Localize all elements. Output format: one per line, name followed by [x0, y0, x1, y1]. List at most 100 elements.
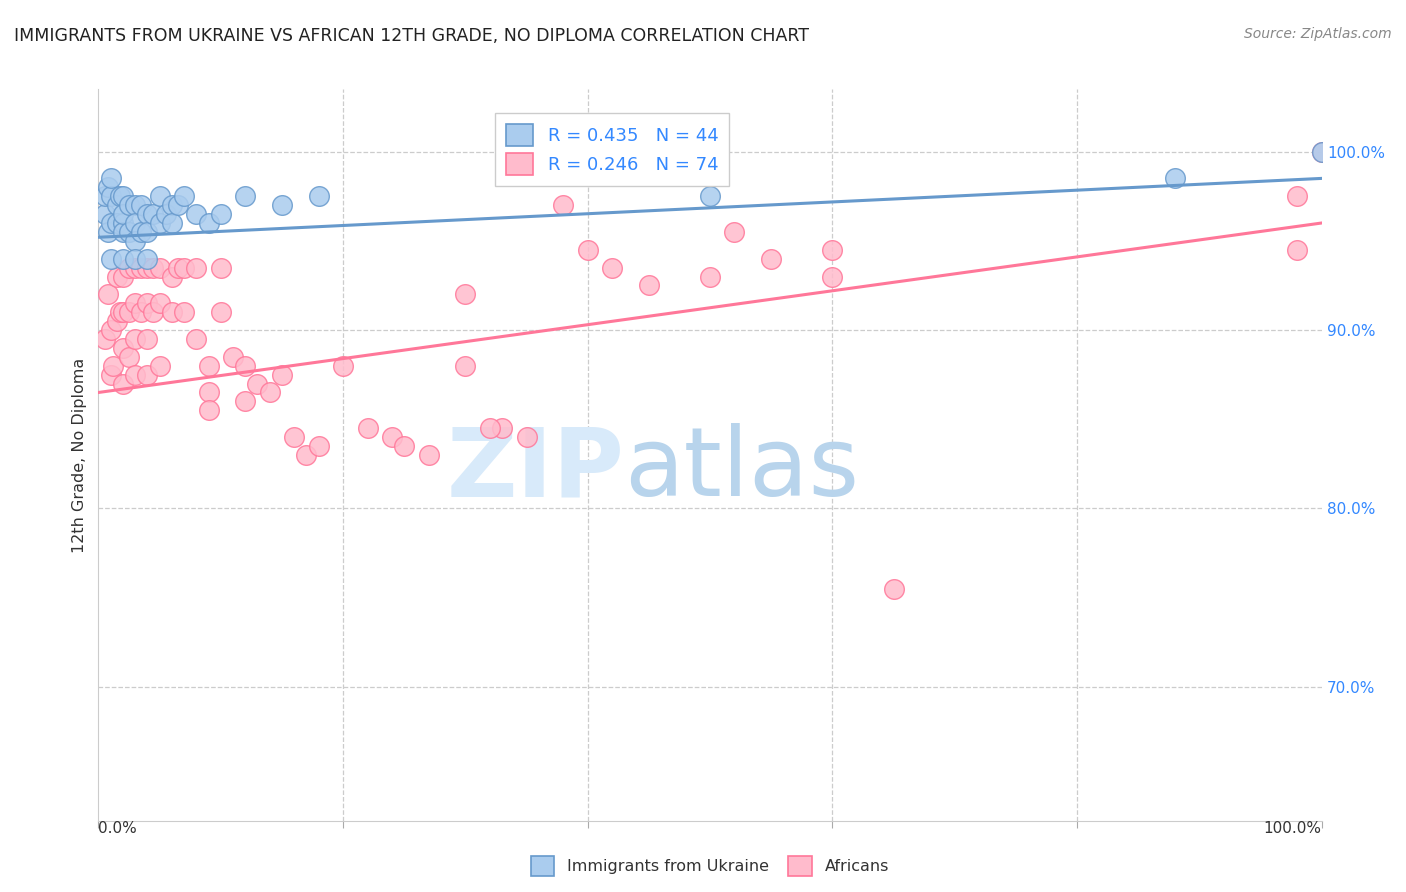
Point — [136, 252, 159, 266]
Legend: Immigrants from Ukraine, Africans: Immigrants from Ukraine, Africans — [524, 850, 896, 882]
Point — [124, 198, 146, 212]
Point — [197, 385, 219, 400]
Point — [100, 189, 122, 203]
Point — [136, 260, 159, 275]
Point — [111, 216, 134, 230]
Point — [723, 225, 745, 239]
Point — [1310, 145, 1333, 159]
Point — [129, 225, 152, 239]
Point — [197, 359, 219, 373]
Point — [124, 216, 146, 230]
Text: Source: ZipAtlas.com: Source: ZipAtlas.com — [1244, 27, 1392, 41]
Point — [111, 305, 134, 319]
Point — [105, 198, 128, 212]
Point — [270, 198, 294, 212]
Point — [149, 296, 172, 310]
Point — [167, 198, 190, 212]
Point — [233, 394, 256, 409]
Point — [136, 332, 159, 346]
Point — [124, 332, 146, 346]
Point — [418, 448, 440, 462]
Point — [209, 305, 232, 319]
Point — [97, 225, 120, 239]
Point — [699, 189, 721, 203]
Point — [100, 323, 122, 337]
Text: IMMIGRANTS FROM UKRAINE VS AFRICAN 12TH GRADE, NO DIPLOMA CORRELATION CHART: IMMIGRANTS FROM UKRAINE VS AFRICAN 12TH … — [14, 27, 808, 45]
Point — [883, 582, 905, 596]
Point — [186, 207, 208, 221]
Point — [93, 332, 115, 346]
Point — [136, 225, 159, 239]
Point — [124, 234, 146, 248]
Point — [699, 269, 721, 284]
Point — [1286, 243, 1309, 257]
Point — [149, 359, 172, 373]
Point — [118, 225, 141, 239]
Point — [100, 171, 122, 186]
Point — [93, 207, 115, 221]
Point — [186, 332, 208, 346]
Point — [160, 269, 183, 284]
Text: atlas: atlas — [624, 423, 859, 516]
Point — [136, 296, 159, 310]
Point — [246, 376, 269, 391]
Point — [356, 421, 378, 435]
Point — [233, 359, 256, 373]
Point — [111, 225, 134, 239]
Point — [110, 305, 132, 319]
Y-axis label: 12th Grade, No Diploma: 12th Grade, No Diploma — [72, 358, 87, 552]
Point — [392, 439, 416, 453]
Point — [100, 368, 122, 382]
Point — [1310, 145, 1333, 159]
Point — [155, 207, 177, 221]
Point — [111, 269, 134, 284]
Point — [478, 421, 501, 435]
Point — [821, 269, 844, 284]
Point — [160, 305, 183, 319]
Point — [124, 368, 146, 382]
Point — [308, 439, 330, 453]
Point — [308, 189, 330, 203]
Point — [149, 189, 172, 203]
Point — [111, 189, 134, 203]
Point — [209, 207, 232, 221]
Text: ZIP: ZIP — [447, 423, 624, 516]
Point — [142, 305, 165, 319]
Point — [638, 278, 661, 293]
Text: 0.0%: 0.0% — [98, 821, 138, 836]
Point — [233, 189, 256, 203]
Point — [1164, 171, 1187, 186]
Point — [167, 260, 190, 275]
Point — [160, 216, 183, 230]
Point — [111, 341, 134, 355]
Point — [149, 216, 172, 230]
Point — [283, 430, 305, 444]
Point — [197, 403, 219, 417]
Point — [270, 368, 294, 382]
Point — [136, 207, 159, 221]
Point — [129, 260, 152, 275]
Point — [124, 260, 146, 275]
Point — [576, 243, 599, 257]
Point — [149, 260, 172, 275]
Point — [105, 269, 128, 284]
Point — [97, 287, 120, 301]
Point — [553, 198, 575, 212]
Point — [118, 350, 141, 364]
Point — [100, 252, 122, 266]
Point — [124, 252, 146, 266]
Point — [222, 350, 245, 364]
Point — [93, 189, 115, 203]
Point — [173, 305, 195, 319]
Point — [186, 260, 208, 275]
Point — [111, 207, 134, 221]
Point — [142, 260, 165, 275]
Point — [295, 448, 318, 462]
Point — [332, 359, 354, 373]
Point — [111, 252, 134, 266]
Point — [209, 260, 232, 275]
Point — [124, 296, 146, 310]
Point — [129, 198, 152, 212]
Point — [381, 430, 404, 444]
Point — [454, 287, 477, 301]
